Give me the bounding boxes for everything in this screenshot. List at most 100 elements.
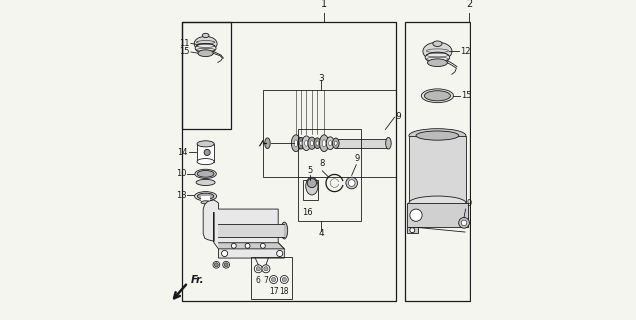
Text: 9: 9: [396, 112, 401, 121]
Circle shape: [245, 244, 250, 248]
Circle shape: [270, 276, 277, 284]
Text: 5: 5: [308, 166, 313, 175]
Bar: [405, 22, 469, 301]
Ellipse shape: [322, 140, 326, 147]
Circle shape: [260, 244, 265, 248]
Ellipse shape: [265, 138, 270, 148]
Ellipse shape: [333, 138, 339, 148]
Ellipse shape: [281, 222, 287, 239]
Text: 17: 17: [269, 287, 279, 296]
Ellipse shape: [195, 192, 217, 201]
Ellipse shape: [223, 261, 230, 268]
Circle shape: [272, 277, 276, 282]
Ellipse shape: [433, 41, 442, 46]
Bar: [409, 136, 466, 203]
Bar: [303, 180, 318, 200]
Circle shape: [277, 251, 283, 257]
Text: 2: 2: [466, 0, 472, 9]
Ellipse shape: [316, 141, 319, 145]
Polygon shape: [203, 200, 284, 258]
Text: 3: 3: [318, 74, 324, 83]
Ellipse shape: [302, 136, 310, 151]
Text: 1: 1: [321, 0, 327, 9]
Ellipse shape: [307, 179, 317, 188]
Text: 15: 15: [461, 91, 472, 100]
Ellipse shape: [459, 218, 469, 228]
Text: 11: 11: [179, 39, 190, 48]
Text: 12: 12: [460, 47, 470, 56]
Circle shape: [410, 209, 422, 221]
Circle shape: [280, 276, 288, 284]
Ellipse shape: [335, 141, 337, 145]
Ellipse shape: [424, 91, 450, 101]
Ellipse shape: [194, 36, 217, 51]
Ellipse shape: [196, 180, 215, 186]
Ellipse shape: [195, 44, 216, 53]
Ellipse shape: [308, 137, 316, 149]
Circle shape: [282, 277, 286, 282]
Ellipse shape: [201, 201, 211, 204]
Ellipse shape: [294, 140, 298, 147]
Ellipse shape: [425, 52, 450, 63]
Ellipse shape: [310, 141, 314, 146]
Bar: [298, 130, 361, 221]
Ellipse shape: [197, 193, 214, 199]
Text: 18: 18: [280, 287, 289, 296]
Ellipse shape: [224, 263, 228, 267]
Bar: [336, 139, 389, 148]
Ellipse shape: [427, 59, 447, 67]
Ellipse shape: [306, 177, 318, 195]
Text: Fr.: Fr.: [190, 275, 204, 285]
Circle shape: [254, 265, 262, 273]
Bar: [182, 22, 396, 301]
Ellipse shape: [195, 169, 216, 179]
Ellipse shape: [461, 220, 467, 226]
Ellipse shape: [349, 180, 355, 187]
Circle shape: [204, 149, 211, 156]
Ellipse shape: [423, 42, 452, 60]
Polygon shape: [219, 243, 284, 249]
Ellipse shape: [300, 141, 303, 146]
Text: 9: 9: [355, 154, 360, 163]
Ellipse shape: [197, 171, 214, 177]
Ellipse shape: [329, 141, 332, 146]
Text: 7: 7: [263, 276, 268, 285]
Ellipse shape: [409, 129, 466, 142]
Ellipse shape: [409, 196, 466, 210]
Text: 9: 9: [467, 198, 472, 208]
Text: 14: 14: [177, 148, 188, 157]
Ellipse shape: [291, 135, 301, 152]
Ellipse shape: [197, 141, 214, 147]
Bar: [197, 144, 214, 162]
Ellipse shape: [326, 137, 335, 150]
Bar: [407, 228, 417, 233]
Text: 16: 16: [302, 208, 313, 217]
Bar: [407, 203, 468, 228]
Circle shape: [262, 265, 270, 273]
Text: 13: 13: [176, 191, 186, 200]
Circle shape: [256, 267, 260, 271]
Ellipse shape: [416, 131, 459, 140]
Ellipse shape: [214, 263, 218, 267]
Ellipse shape: [198, 50, 213, 57]
Circle shape: [264, 267, 268, 271]
Ellipse shape: [314, 138, 321, 148]
Ellipse shape: [319, 135, 329, 152]
Bar: [182, 22, 231, 130]
Ellipse shape: [305, 140, 308, 146]
Ellipse shape: [197, 158, 214, 165]
Ellipse shape: [202, 33, 209, 37]
Text: 10: 10: [176, 169, 186, 178]
Text: 15: 15: [179, 47, 190, 56]
Bar: [263, 90, 396, 177]
Circle shape: [410, 228, 415, 233]
Ellipse shape: [346, 177, 357, 189]
Text: 4: 4: [318, 229, 324, 238]
Text: 8: 8: [319, 159, 324, 168]
Ellipse shape: [421, 89, 453, 103]
Text: 6: 6: [256, 276, 261, 285]
Circle shape: [232, 244, 236, 248]
Ellipse shape: [213, 261, 219, 268]
Bar: [251, 257, 292, 300]
Bar: [201, 196, 211, 202]
